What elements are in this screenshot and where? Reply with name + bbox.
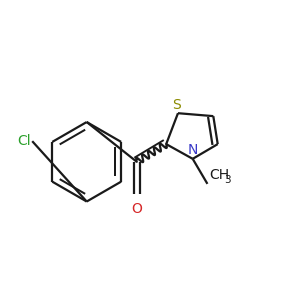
Text: N: N [188, 143, 198, 158]
Text: S: S [172, 98, 181, 112]
Text: CH: CH [209, 168, 229, 182]
Text: Cl: Cl [17, 134, 31, 148]
Text: O: O [131, 202, 142, 215]
Text: 3: 3 [224, 175, 231, 185]
